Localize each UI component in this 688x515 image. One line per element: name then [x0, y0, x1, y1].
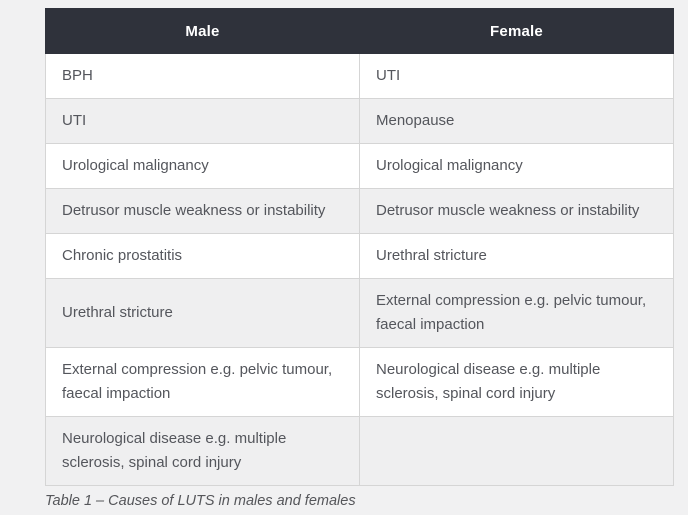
male-cell: Urological malignancy	[45, 143, 360, 189]
column-header-female: Female	[359, 8, 674, 54]
male-cell: Detrusor muscle weakness or instability	[45, 188, 360, 234]
column-header-male: Male	[45, 8, 360, 54]
female-cell: Urological malignancy	[359, 143, 674, 189]
causes-table-container: Male Female BPH UTI UTI Menopause Urolog…	[45, 8, 674, 509]
table-row: Chronic prostatitis Urethral stricture	[45, 233, 674, 279]
female-cell: Urethral stricture	[359, 233, 674, 279]
female-cell: Menopause	[359, 98, 674, 144]
female-cell: UTI	[359, 53, 674, 99]
female-cell: External compression e.g. pelvic tumour,…	[359, 278, 674, 348]
table-header-row: Male Female	[45, 8, 674, 54]
table-row: Urological malignancy Urological maligna…	[45, 143, 674, 189]
table-row: BPH UTI	[45, 53, 674, 99]
male-cell: External compression e.g. pelvic tumour,…	[45, 347, 360, 417]
male-cell: Neurological disease e.g. multiple scler…	[45, 416, 360, 486]
male-cell: Urethral stricture	[45, 278, 360, 348]
causes-of-luts-table: Male Female BPH UTI UTI Menopause Urolog…	[45, 8, 674, 486]
male-cell: UTI	[45, 98, 360, 144]
female-cell	[359, 416, 674, 486]
male-cell: Chronic prostatitis	[45, 233, 360, 279]
female-cell: Neurological disease e.g. multiple scler…	[359, 347, 674, 417]
table-caption: Table 1 – Causes of LUTS in males and fe…	[45, 493, 356, 509]
table-row: Urethral stricture External compression …	[45, 278, 674, 348]
female-cell: Detrusor muscle weakness or instability	[359, 188, 674, 234]
table-row: UTI Menopause	[45, 98, 674, 144]
table-row: Neurological disease e.g. multiple scler…	[45, 416, 674, 486]
male-cell: BPH	[45, 53, 360, 99]
table-row: Detrusor muscle weakness or instability …	[45, 188, 674, 234]
table-row: External compression e.g. pelvic tumour,…	[45, 347, 674, 417]
